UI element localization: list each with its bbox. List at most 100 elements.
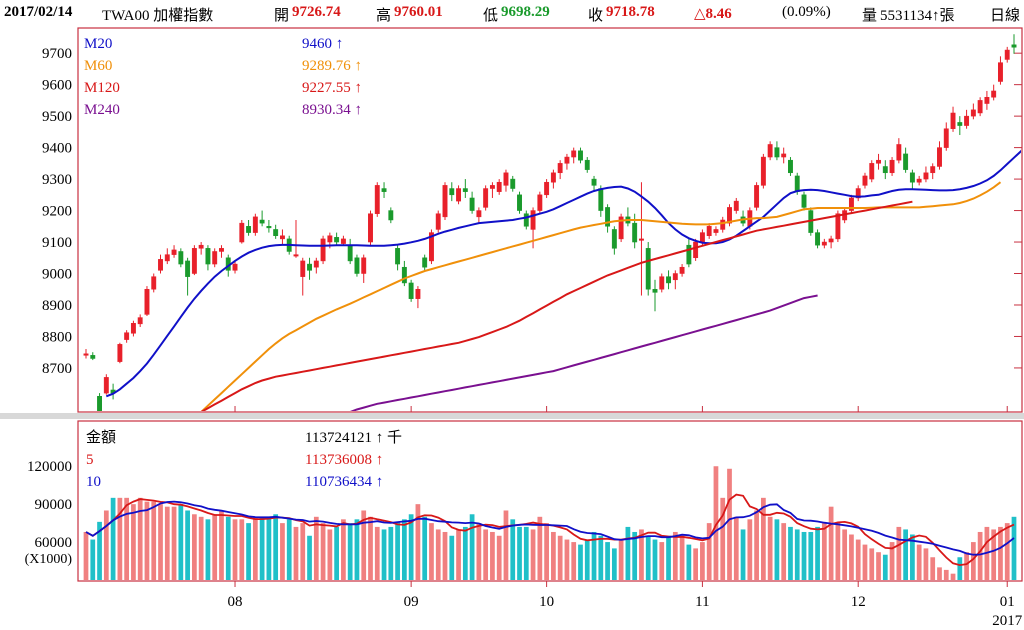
candle-body	[1004, 49, 1010, 60]
candle-body	[205, 248, 211, 265]
volume-bar	[97, 521, 102, 580]
candle-body	[896, 144, 902, 161]
volume-bar	[943, 569, 949, 580]
volume-bar	[998, 526, 1003, 580]
volume-bar	[889, 542, 895, 580]
volume-bar	[83, 531, 89, 580]
candle-body	[862, 175, 868, 186]
volume-bar	[117, 497, 123, 580]
volume-bar	[686, 544, 692, 580]
volume-bar	[530, 529, 536, 580]
candle-body	[462, 188, 468, 192]
month-label: 09	[404, 594, 419, 610]
candle-body	[964, 115, 970, 126]
month-label: 01	[1000, 594, 1015, 610]
volume-bar	[930, 557, 936, 580]
volume-bar	[679, 534, 685, 580]
volume-bar	[788, 526, 793, 580]
candle-body	[279, 235, 285, 240]
candle-body	[408, 282, 414, 299]
candle-body	[456, 188, 462, 202]
volume-plot-area	[83, 466, 1017, 580]
candle-body	[781, 153, 787, 158]
candle-body	[760, 156, 766, 186]
candle-body	[198, 244, 204, 249]
volume-bar	[706, 523, 712, 580]
candle-body	[293, 254, 299, 257]
candle-body	[699, 232, 705, 243]
volume-bar	[293, 526, 299, 580]
price-axis-tick: 8700	[42, 361, 72, 377]
candle-body	[977, 100, 983, 114]
volume-bar	[198, 516, 204, 580]
volume-bar	[90, 539, 96, 580]
candle-body	[848, 197, 854, 211]
volume-bar	[144, 501, 150, 580]
volume-bar	[361, 510, 367, 580]
volume-bar	[273, 514, 279, 580]
candle-body	[550, 172, 556, 183]
volume-bar	[693, 548, 699, 580]
volume-bar	[334, 526, 339, 580]
candle-body	[191, 248, 197, 274]
candle-body	[618, 216, 624, 240]
candle-body	[544, 181, 550, 196]
legend-name-m120: M120	[84, 80, 120, 96]
candle-body	[1011, 44, 1017, 48]
volume-bar	[754, 510, 759, 580]
candle-body	[429, 232, 434, 262]
high-label: 高	[376, 8, 392, 24]
candle-body	[835, 213, 841, 240]
ma-line-m20	[105, 149, 1021, 398]
candle-body	[903, 153, 909, 170]
candle-body	[788, 159, 793, 174]
volume-bar	[977, 531, 983, 580]
volume-bar	[666, 535, 671, 580]
volume-bar	[544, 523, 549, 580]
volume-bar	[320, 523, 326, 580]
volume-legend-value: 113724121 ↑ 千	[305, 429, 402, 446]
candle-body	[266, 226, 272, 229]
volume-bar	[110, 497, 116, 580]
candle-body	[449, 188, 455, 196]
candle-body	[219, 248, 224, 252]
candle-body	[347, 244, 353, 262]
volume-bar	[896, 526, 902, 580]
candle-body	[564, 156, 570, 164]
volume-legend-name: 10	[86, 474, 101, 490]
volume-bar	[422, 516, 428, 580]
price-axis-tick: 9400	[42, 141, 72, 157]
candle-body	[381, 188, 387, 192]
symbol-name: TWA00 加權指數	[102, 8, 214, 24]
volume-bar	[551, 531, 556, 580]
month-label: 08	[228, 594, 243, 610]
volume-bar	[761, 497, 766, 580]
volume-legend-box	[80, 423, 428, 493]
volume-bar	[381, 529, 387, 580]
candle-body	[645, 248, 651, 290]
volume-bar	[354, 519, 360, 580]
price-axis-tick: 9600	[42, 78, 72, 94]
change-percent: (0.09%)	[782, 4, 831, 20]
volume-bar	[496, 535, 502, 580]
candle-body	[178, 251, 184, 265]
volume-bar	[794, 529, 800, 580]
open-label: 開	[274, 8, 290, 24]
candle-body	[422, 257, 428, 268]
volume-bar	[429, 523, 434, 580]
candle-body	[821, 241, 827, 246]
candle-body	[212, 251, 218, 265]
candle-body	[327, 235, 333, 243]
candle-body	[401, 266, 407, 284]
volume-bar	[571, 542, 577, 580]
volume-bar	[408, 514, 414, 580]
volume-bar	[388, 526, 394, 580]
volume-bar	[821, 523, 827, 580]
volume-bar	[584, 539, 590, 580]
volume-bar	[625, 526, 631, 580]
volume-bar	[970, 542, 976, 580]
volume-bar	[124, 497, 130, 580]
candle-body	[686, 244, 692, 265]
volume-bar	[490, 531, 495, 580]
volume-bar	[469, 514, 475, 580]
